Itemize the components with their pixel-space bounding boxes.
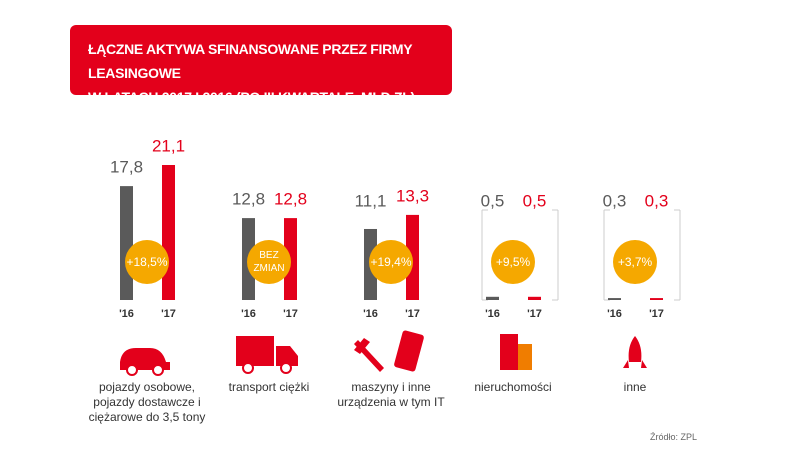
category-label: nieruchomości <box>474 380 552 394</box>
value-label: 0,5 <box>523 191 547 210</box>
year-label: '17 <box>527 308 542 320</box>
icons <box>120 330 647 376</box>
bar <box>162 165 175 300</box>
value-label: 12,8 <box>274 190 307 209</box>
bar <box>120 186 133 300</box>
year-label: '16 <box>607 308 622 320</box>
value-label: 0,5 <box>481 191 505 210</box>
building-icon <box>500 334 518 370</box>
change-badge: +9,5% <box>491 240 535 284</box>
tablet-icon <box>394 330 424 372</box>
change-badge: +19,4% <box>369 240 413 284</box>
title-line: ŁĄCZNE AKTYWA SFINANSOWANE PRZEZ FIRMY L… <box>88 41 413 81</box>
category-label: inne <box>623 380 647 394</box>
wheel <box>242 362 254 374</box>
value-label: 17,8 <box>110 158 143 177</box>
value-label: 12,8 <box>232 190 265 209</box>
year-label: '17 <box>649 308 664 320</box>
title-box: ŁĄCZNE AKTYWA SFINANSOWANE PRZEZ FIRMY L… <box>70 25 452 105</box>
truck-cab <box>276 346 298 366</box>
frame <box>481 209 681 300</box>
building-icon <box>518 344 532 370</box>
bar <box>528 296 541 300</box>
change-badge: +3,7% <box>613 240 657 284</box>
year-label: '17 <box>405 308 420 320</box>
value-label: 0,3 <box>603 191 627 210</box>
wheel <box>126 364 138 376</box>
bar <box>486 296 499 300</box>
bar <box>650 298 663 300</box>
title-line: W LATACH 2017 I 2016 (PO III KWARTALE, M… <box>88 89 415 105</box>
category-label: pojazdy osobowe, pojazdy dostawcze i cię… <box>88 380 206 424</box>
wheel <box>280 362 292 374</box>
year-label: '16 <box>363 308 378 320</box>
value-label: 21,1 <box>152 136 185 155</box>
category-label: maszyny i inne urządzenia w tym IT <box>337 380 445 409</box>
value-label: 11,1 <box>355 191 387 210</box>
truck-icon <box>236 336 274 366</box>
frame <box>552 209 559 301</box>
year-label: '16 <box>485 308 500 320</box>
tools-icon <box>354 338 384 372</box>
rocket-icon <box>623 336 647 368</box>
year-label: '16 <box>119 308 134 320</box>
change-badge: BEZ ZMIAN <box>247 240 291 284</box>
value-label: 0,3 <box>645 191 669 210</box>
year-label: '17 <box>283 308 298 320</box>
value-label: 13,3 <box>396 186 429 205</box>
change-badge: +18,5% <box>125 240 169 284</box>
year-label: '16 <box>241 308 256 320</box>
bar <box>608 298 621 300</box>
year-label: '17 <box>161 308 176 320</box>
category-label: transport ciężki <box>228 380 310 394</box>
wheel <box>152 364 164 376</box>
source: Źródło: ZPL <box>650 432 698 442</box>
